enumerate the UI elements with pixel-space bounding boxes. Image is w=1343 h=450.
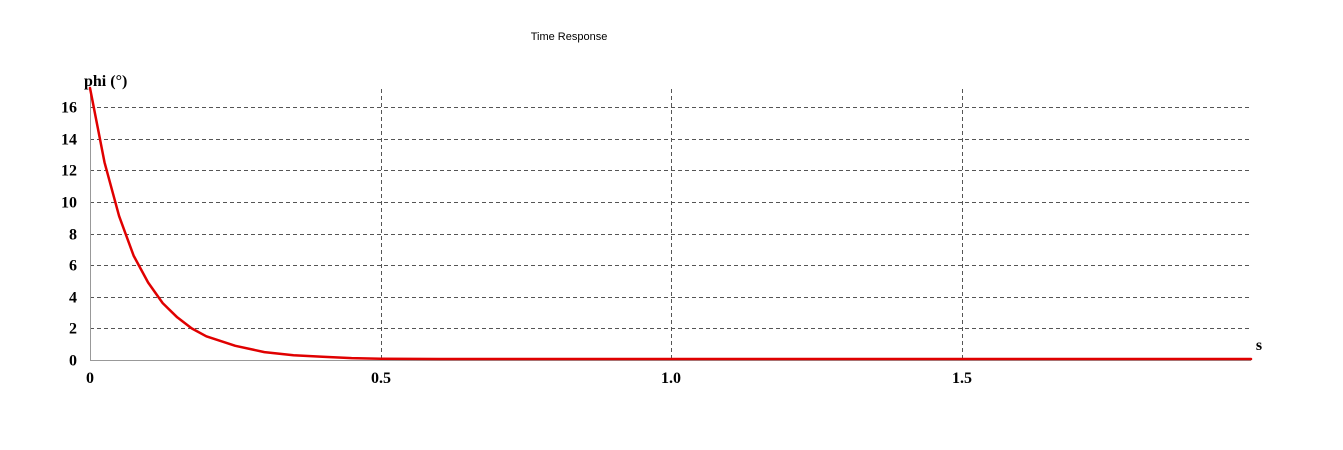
x-ticks: 0 0.5 1.0 1.5 bbox=[86, 370, 972, 387]
x-tick-label: 0.5 bbox=[371, 370, 391, 387]
y-tick-label: 6 bbox=[69, 258, 77, 275]
series bbox=[88, 86, 1253, 361]
y-tick-label: 0 bbox=[69, 353, 77, 370]
y-ticks: 0 2 4 6 8 10 12 14 16 bbox=[61, 100, 77, 370]
y-tick-label: 4 bbox=[69, 290, 77, 307]
x-axis-label: s bbox=[1256, 337, 1262, 354]
y-tick-label: 16 bbox=[61, 100, 77, 117]
y-axis-label: phi (°) bbox=[84, 73, 127, 90]
y-tick-label: 2 bbox=[69, 321, 77, 338]
y-tick-label: 14 bbox=[61, 132, 77, 149]
x-tick-label: 1.5 bbox=[952, 370, 972, 387]
y-tick-label: 8 bbox=[69, 227, 77, 244]
y-tick-label: 10 bbox=[61, 195, 77, 212]
x-tick-label: 0 bbox=[86, 370, 94, 387]
y-tick-label: 12 bbox=[61, 163, 77, 180]
grid bbox=[90, 89, 1251, 360]
axes bbox=[90, 89, 1251, 361]
x-tick-label: 1.0 bbox=[661, 370, 681, 387]
chart-title: Time Response bbox=[531, 31, 608, 43]
series-line-0 bbox=[88, 86, 1253, 361]
